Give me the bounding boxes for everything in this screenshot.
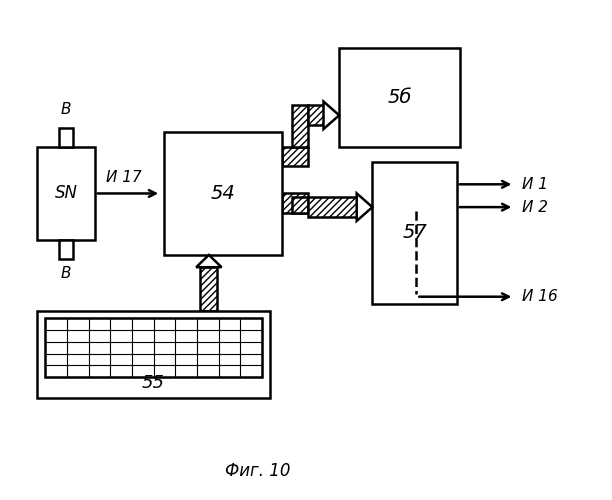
Text: И 17: И 17 [105, 170, 141, 184]
Bar [164, 132, 282, 255]
Bar [59, 240, 73, 259]
Polygon shape [324, 102, 339, 129]
Text: В: В [61, 266, 71, 281]
Bar [282, 194, 308, 213]
Bar [339, 48, 460, 147]
Text: Фиг. 10: Фиг. 10 [225, 462, 291, 480]
Text: 54: 54 [211, 184, 236, 203]
Bar [37, 312, 270, 398]
Bar [59, 128, 73, 147]
Bar [37, 147, 95, 240]
Bar [291, 198, 308, 213]
Polygon shape [196, 255, 222, 267]
Text: 5б: 5б [387, 88, 412, 107]
Bar [45, 318, 262, 378]
Text: В: В [61, 102, 71, 117]
Text: 57: 57 [402, 224, 427, 242]
Text: 55: 55 [142, 374, 165, 392]
Text: SN: SN [54, 184, 78, 202]
Polygon shape [357, 194, 373, 221]
Text: И 2: И 2 [521, 200, 548, 214]
Text: И 1: И 1 [521, 177, 548, 192]
Bar [308, 106, 324, 125]
Text: И 16: И 16 [521, 289, 558, 304]
Bar [308, 198, 357, 217]
Bar [291, 106, 308, 147]
Bar [200, 267, 217, 312]
Bar [282, 147, 308, 167]
Bar [373, 162, 457, 304]
